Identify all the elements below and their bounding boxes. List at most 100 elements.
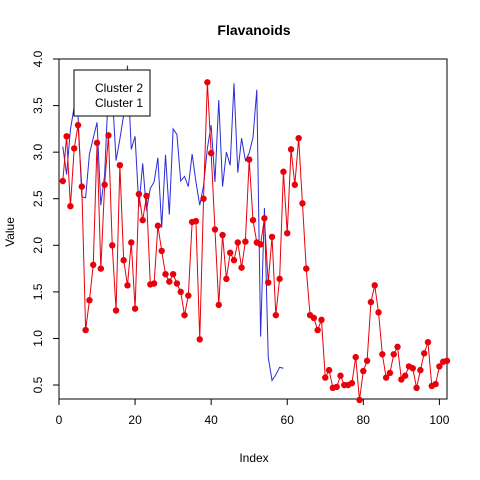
data-point-cluster-2 [356,396,363,404]
data-point-cluster-2 [280,168,287,175]
data-point-cluster-2 [78,183,86,190]
data-point-cluster-2 [86,297,93,304]
data-point-cluster-2 [265,279,272,286]
data-point-cluster-2 [234,239,241,246]
data-point-cluster-2 [409,365,416,372]
data-point-cluster-2 [261,215,268,222]
chart-title: Flavanoids [217,22,290,38]
data-point-cluster-2 [420,350,428,357]
legend-box [73,69,151,117]
y-tick-label: 2.0 [31,237,45,254]
data-point-cluster-2 [284,229,291,237]
data-point-cluster-2 [299,200,306,207]
y-tick-label: 0.5 [31,376,45,393]
x-tick-label: 60 [281,413,295,427]
data-point-cluster-2 [67,202,74,210]
data-point-cluster-2 [291,181,299,188]
data-point-cluster-2 [230,257,238,264]
data-point-cluster-2 [185,292,192,299]
data-point-cluster-2 [215,301,222,309]
data-point-cluster-2 [432,380,439,388]
data-point-cluster-2 [318,316,325,324]
data-point-cluster-2 [367,298,375,306]
data-point-cluster-2 [333,383,340,391]
data-point-cluster-2 [93,139,101,147]
data-point-cluster-2 [276,275,283,283]
data-point-cluster-2 [82,326,89,334]
y-tick-label: 4.0 [31,50,45,67]
data-point-cluster-2 [169,270,177,278]
data-point-cluster-2 [192,217,200,225]
data-point-cluster-2 [363,357,371,365]
data-point-cluster-2 [105,132,112,139]
y-tick-label: 3.0 [31,143,45,160]
data-point-cluster-2 [97,265,105,272]
x-tick-label: 20 [128,413,142,427]
data-point-cluster-2 [401,372,409,379]
data-point-cluster-2 [394,343,401,351]
data-point-cluster-2 [348,379,356,387]
x-axis: 0 20 40 60 80 100 [56,399,450,427]
data-point-cluster-2 [101,181,108,188]
series-line-cluster-2 [62,82,448,400]
data-point-cluster-2 [272,311,280,319]
data-point-cluster-2 [337,372,344,379]
data-point-cluster-2 [211,226,219,233]
data-point-cluster-2 [219,231,226,239]
data-point-cluster-2 [135,190,143,198]
data-point-cluster-2 [166,278,173,285]
data-point-cluster-2 [109,242,116,249]
data-point-cluster-2 [200,195,207,202]
data-point-cluster-2 [303,265,310,272]
data-point-cluster-2 [158,247,165,255]
data-point-cluster-2 [443,357,451,365]
data-point-cluster-2 [162,270,169,278]
x-tick-label: 100 [429,413,449,427]
x-tick-label: 0 [56,413,63,427]
data-point-cluster-2 [177,288,184,296]
data-point-cluster-2 [257,241,264,248]
data-point-cluster-2 [71,145,78,152]
data-point-cluster-2 [124,282,131,289]
data-point-cluster-2 [181,311,188,319]
data-point-cluster-2 [382,374,390,381]
data-point-cluster-2 [154,222,162,229]
data-point-cluster-2 [436,363,443,370]
data-point-cluster-2 [314,326,321,334]
data-point-cluster-2 [207,149,215,157]
data-point-cluster-2 [74,121,82,129]
data-point-cluster-2 [128,239,135,246]
data-point-cluster-2 [63,133,70,140]
data-point-cluster-2 [360,367,367,375]
data-point-cluster-2 [245,156,253,163]
data-point-cluster-2 [413,384,420,392]
data-point-cluster-2 [139,216,146,224]
data-point-cluster-2 [238,264,245,271]
data-point-cluster-2 [375,309,382,316]
plot-frame [58,58,448,400]
data-point-cluster-2 [322,374,329,381]
data-point-cluster-2 [204,79,211,86]
legend-entry-cluster-1: Cluster 1 [95,96,143,110]
data-point-cluster-2 [120,257,127,264]
data-point-cluster-2 [287,146,295,153]
data-point-cluster-2 [226,249,234,256]
x-tick-label: 80 [357,413,371,427]
y-axis: 0.5 1.0 1.5 2.0 2.5 3.0 3.5 4.0 [31,50,59,393]
data-point-cluster-2 [112,307,120,314]
data-point-cluster-2 [417,366,424,374]
y-tick-label: 2.5 [31,190,45,207]
data-point-cluster-2 [59,177,67,185]
data-point-cluster-2 [150,280,158,287]
y-axis-label: Value [3,217,17,247]
x-axis-label: Index [239,451,268,465]
series-points [59,79,451,404]
y-tick-label: 1.5 [31,283,45,300]
legend: Cluster 2 Cluster 1 [73,69,151,117]
data-point-cluster-2 [196,336,203,343]
data-point-cluster-2 [371,282,378,289]
data-point-cluster-2 [242,238,249,245]
data-point-cluster-2 [325,366,333,374]
y-tick-label: 3.5 [31,97,45,114]
